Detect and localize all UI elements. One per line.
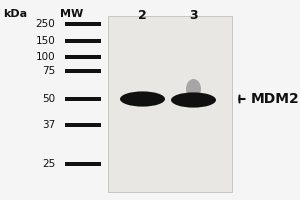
Text: 150: 150 (36, 36, 56, 46)
Bar (64, 162, 100, 166)
Ellipse shape (171, 92, 216, 108)
Text: MW: MW (60, 9, 83, 19)
Ellipse shape (120, 91, 165, 107)
Text: 25: 25 (42, 159, 56, 169)
Ellipse shape (186, 79, 201, 99)
Bar (64, 123, 100, 127)
Bar (64, 97, 100, 101)
Bar (64, 55, 100, 59)
Text: 3: 3 (189, 9, 198, 22)
Text: MDM2: MDM2 (250, 92, 299, 106)
Bar (64, 22, 100, 26)
Text: 50: 50 (42, 94, 56, 104)
Text: 250: 250 (36, 19, 56, 29)
Text: 75: 75 (42, 66, 56, 76)
Bar (64, 39, 100, 43)
Text: 2: 2 (138, 9, 147, 22)
Text: 100: 100 (36, 52, 56, 62)
Bar (64, 69, 100, 73)
Bar (108, 16, 232, 192)
Text: kDa: kDa (3, 9, 27, 19)
Text: 37: 37 (42, 120, 56, 130)
